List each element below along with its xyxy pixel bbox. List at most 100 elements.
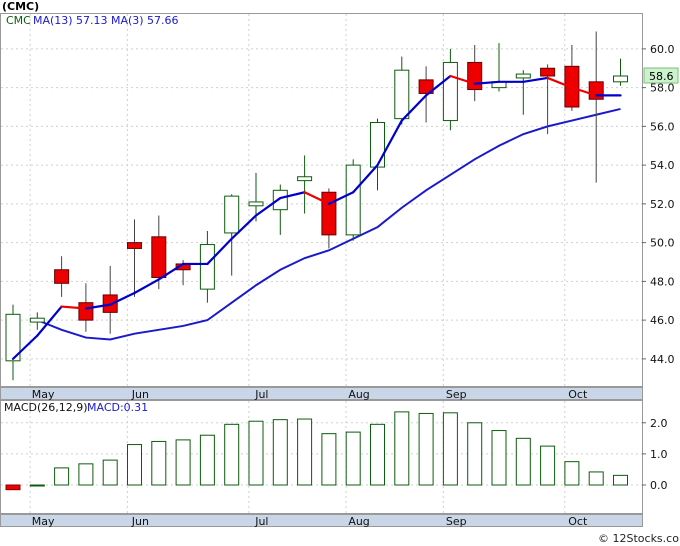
macd-bar [540,445,556,486]
candle-down [540,67,556,77]
price-y-tick-label: 48.0 [650,275,675,288]
legend-ma13-label: MA(13) [33,14,73,27]
candle-down [588,81,604,100]
candle-down [467,61,483,91]
last-price-tag [643,67,679,84]
macd-x-tick-label: Sep [446,515,467,528]
ma3-segment [570,86,598,97]
macd-x-tick-label: Oct [568,515,588,528]
macd-month-axis-band [0,514,643,527]
ma3-segment [157,262,185,281]
candle-up [394,69,410,120]
macd-bar [588,471,604,486]
price-y-tick-label: 46.0 [650,314,675,327]
candle-up [5,313,21,362]
ma3-segment [133,278,160,295]
candle-up [29,317,45,323]
macd-bar [272,419,288,486]
price-y-tick-label: 56.0 [650,120,675,133]
macd-y-tick-label: 0.0 [650,479,668,492]
macd-bar-negative [5,484,21,491]
price-y-tick-label: 54.0 [650,159,675,172]
macd-bar [29,484,45,487]
macd-x-tick-label: May [32,515,55,528]
candle-up [248,201,264,207]
ma3-segment [109,291,136,306]
price-x-axis: May Jun Jul Aug Sep Oct [32,388,588,401]
candle-down [127,242,142,249]
ma3-segment [303,191,330,205]
ma3-segment [376,119,403,167]
candle-up [442,61,458,122]
macd-bar [175,439,191,486]
price-y-tick-label: 60.0 [650,43,675,56]
macd-bar [321,433,337,486]
price-x-tick-label: Oct [568,388,588,401]
macd-bars [5,411,628,491]
footer-copyright: © 12Stocks.com [598,532,680,545]
price-x-tick-label: Aug [348,388,369,401]
macd-y-tick-label: 2.0 [650,417,668,430]
ma3-segment [230,214,258,240]
macd-bar [248,420,264,486]
candle-down [418,79,434,94]
price-x-tick-label: May [32,388,55,401]
ma13-polyline [36,107,621,341]
candle-down [151,236,167,278]
candle-up [613,75,628,83]
ma3-segment [449,74,476,85]
macd-bar [442,412,458,486]
macd-bar [78,463,94,486]
legend-symbol: CMC [6,14,31,27]
macd-legend-label: MACD(26,12,9) [4,401,88,414]
ma3-segment [546,76,574,89]
macd-bar [418,412,434,486]
macd-x-axis: May Jun Jul Aug Sep Oct [32,515,588,528]
macd-bar [564,461,580,486]
macd-bar [297,418,313,486]
candle-up [224,195,240,234]
ma3-segment [352,164,379,194]
ma3-line [11,74,622,360]
price-x-tick-label: Jun [131,388,149,401]
macd-x-tick-label: Jul [254,515,268,528]
macd-bar [151,440,167,486]
ma3-segment [11,334,39,360]
macd-bar [370,423,385,486]
macd-bar [491,430,507,486]
price-y-tick-label: 52.0 [650,198,675,211]
candle-up [199,244,215,290]
candle-up [370,122,385,168]
candle-down [321,191,337,236]
price-y-axis: 44.0 46.0 48.0 50.0 52.0 54.0 56.0 58.0 60.0 [642,43,675,366]
ma3-segment [84,303,112,310]
legend-ma3-value: 57.66 [147,14,179,27]
macd-bar [613,474,628,486]
macd-bar [467,422,483,486]
legend-ma3-label: MA(3) [111,14,144,27]
macd-x-tick-label: Jun [131,515,149,528]
ma3-segment [254,196,282,217]
macd-x-tick-label: Aug [348,515,369,528]
last-price-label: 58.6 [649,70,674,83]
candle-up [272,189,288,211]
macd-bar [394,411,410,486]
ma3-segment [400,94,428,122]
price-x-tick-label: Jul [254,388,268,401]
candle-down [54,269,70,284]
ma3-segment [60,305,88,310]
price-y-tick-label: 50.0 [650,237,675,250]
ma3-segment [522,76,549,83]
macd-bar [102,459,118,486]
chart-title: (CMC) [2,0,39,13]
macd-bar [54,467,70,486]
macd-legend-value: MACD:0.31 [87,401,148,414]
legend-ma13-value: 57.13 [76,14,108,27]
ma3-segment [327,191,355,205]
candle-up [515,73,531,79]
ma3-segment [425,74,452,97]
ma3-segment [206,237,233,266]
macd-bar [127,444,142,486]
macd-bar [515,437,531,486]
